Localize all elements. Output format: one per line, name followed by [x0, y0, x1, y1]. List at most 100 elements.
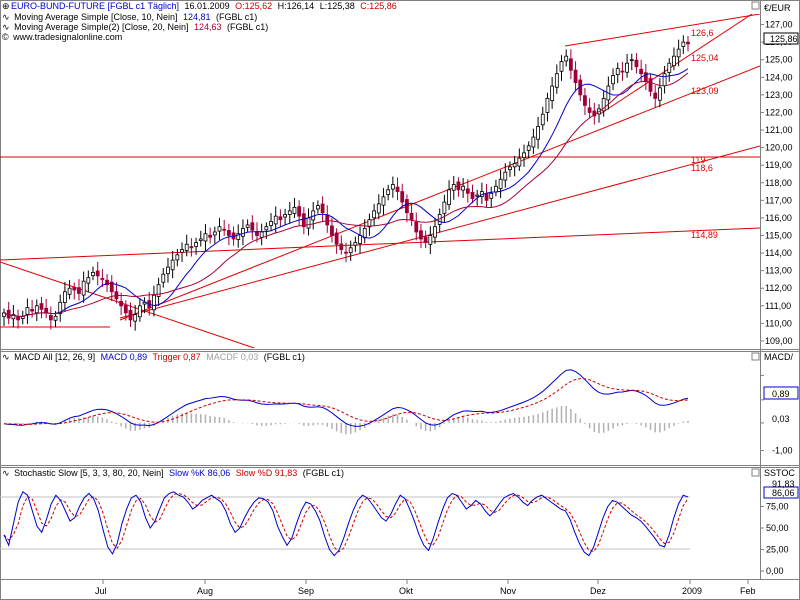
candle-body — [259, 231, 264, 238]
stoch-d-label: Slow %D 91,83 — [236, 468, 298, 478]
panel-button[interactable] — [751, 352, 760, 361]
price-tick-label: 110,00 — [765, 318, 792, 328]
panel-button[interactable] — [751, 468, 760, 477]
price-tick-label: 116,00 — [765, 213, 792, 223]
candle-body — [601, 97, 606, 112]
candle-body — [447, 189, 451, 206]
candle-body — [470, 191, 475, 199]
candle-body — [667, 62, 672, 73]
candle-body — [301, 213, 306, 228]
candle-body — [348, 247, 353, 254]
candle-body — [156, 284, 161, 297]
candle-body — [63, 291, 67, 303]
candle-body — [512, 163, 517, 168]
stoch-title: Stochastic Slow [5, 3, 3, 80, 20, Nein] — [14, 468, 164, 478]
candle-body — [376, 203, 381, 214]
candle-body — [34, 305, 39, 314]
candle-body — [325, 214, 330, 226]
price-tick-label: 118,00 — [765, 178, 792, 188]
ma2-suffix: (FGBL c1) — [227, 22, 268, 32]
trendline-support — [119, 65, 760, 321]
candle-body — [170, 259, 175, 271]
time-tick-label: Nov — [500, 586, 517, 596]
annotation-123-09: 123,09 — [691, 86, 719, 96]
time-tick-label: Dez — [590, 586, 607, 596]
candle-body — [72, 286, 77, 291]
candle-body — [456, 181, 461, 191]
candle-body — [353, 242, 358, 246]
candle-body — [133, 314, 138, 322]
macd-current-value: 0,89 — [772, 389, 790, 399]
macd-icon: ∿ — [2, 352, 10, 362]
quote-low: L:125,38 — [320, 1, 355, 11]
svg-text:∿ Stochastic Slow [5, 3,: ∿ Stochastic Slow [5, 3, 3, 80, 20, Nein… — [2, 468, 344, 478]
candle-body — [508, 166, 512, 171]
candle-body — [175, 254, 180, 261]
price-axis-unit: €/EUR — [764, 3, 791, 13]
annotation-118-6: 118,6 — [691, 163, 713, 173]
panel-button[interactable] — [751, 1, 760, 10]
candle-body — [428, 235, 433, 245]
source-label: www.tradesignalonline.com — [12, 32, 122, 42]
ma20-line — [3, 72, 689, 317]
candle-body — [686, 41, 690, 45]
stoch-icon: ∿ — [2, 468, 10, 478]
ma-icon: ∿ — [2, 12, 10, 22]
macd-tick-label: -1,00 — [772, 446, 793, 456]
price-header: ⊕ EURO-BUND-FUTURE [FGBL c1 Täglich] 16.… — [2, 1, 397, 42]
price-tick-label: 125,00 — [765, 55, 793, 65]
price-tick-label: 113,00 — [765, 266, 792, 276]
stoch-tick-label: 50,00 — [766, 523, 789, 533]
current-price-value: 125,86 — [770, 34, 798, 44]
time-tick-label: Sep — [298, 586, 314, 596]
price-tick-label: 124,00 — [765, 72, 793, 82]
candle-body — [568, 58, 573, 71]
ma2-label: Moving Average Simple(2) [Close, 20, Nei… — [14, 22, 188, 32]
candle-body — [390, 184, 395, 190]
candle-body — [226, 230, 231, 236]
candle-body — [494, 185, 498, 193]
trigger-value-label: Trigger 0,87 — [153, 352, 201, 362]
candle-body — [166, 266, 170, 275]
candle-body — [180, 249, 184, 253]
candle-body — [81, 280, 86, 296]
candle-body — [564, 55, 569, 62]
candle-body — [550, 85, 555, 101]
time-tick-label: Jul — [95, 586, 107, 596]
candle-body — [189, 246, 194, 249]
candle-body — [648, 78, 653, 92]
svg-text:EURO-BUND-FUTURE [FGBL c1 Tägl: EURO-BUND-FUTURE [FGBL c1 Täglich] 16.01… — [11, 1, 397, 11]
candle-body — [123, 304, 128, 314]
candle-body — [400, 191, 405, 203]
candle-body — [615, 68, 620, 76]
candle-body — [39, 303, 44, 310]
candle-body — [91, 272, 95, 277]
candle-body — [137, 305, 142, 318]
price-tick-label: 112,00 — [765, 283, 792, 293]
candle-body — [53, 315, 58, 321]
candle-body — [672, 55, 676, 67]
candle-body — [423, 236, 428, 243]
trigger-line — [3, 378, 689, 425]
svg-text:∿ Moving Average Simple: ∿ Moving Average Simple [Close, 10, Nein… — [2, 12, 257, 22]
candle-body — [58, 301, 63, 315]
quote-high: H:126,14 — [278, 1, 315, 11]
price-axis: 109,00 110,00 111,00 112,00 113,00 114,00 115,… — [760, 20, 793, 346]
candle-body — [611, 75, 615, 85]
candle-body — [573, 69, 578, 83]
candlestick-series — [2, 35, 690, 331]
candle-body — [442, 201, 447, 214]
candle-body — [241, 228, 245, 237]
candle-body — [330, 225, 334, 236]
candle-body — [315, 205, 320, 210]
ma-icon: ∿ — [2, 22, 10, 32]
candle-body — [657, 87, 662, 101]
price-tick-label: 117,00 — [765, 195, 792, 205]
candle-body — [634, 59, 639, 68]
candle-body — [44, 307, 49, 314]
candle-body — [184, 243, 189, 251]
candle-body — [77, 287, 81, 294]
quote-open: O:125,62 — [235, 1, 272, 11]
candle-body — [409, 212, 414, 221]
svg-text:© www.tradesignalonline.: © www.tradesignalonline.com — [2, 32, 122, 42]
